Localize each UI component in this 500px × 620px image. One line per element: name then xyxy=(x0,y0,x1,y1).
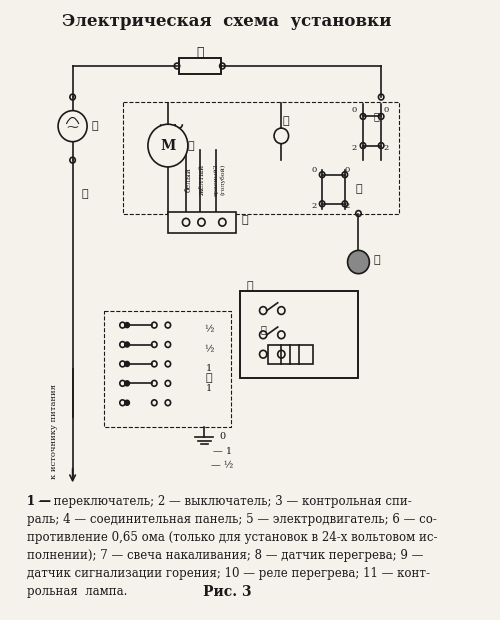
Circle shape xyxy=(125,322,130,327)
Text: ③: ③ xyxy=(92,121,98,131)
Text: белый: белый xyxy=(185,167,193,192)
Circle shape xyxy=(125,401,130,405)
Text: ⑪: ⑪ xyxy=(374,255,380,265)
Circle shape xyxy=(125,342,130,347)
Text: ⑦: ⑦ xyxy=(282,117,289,126)
Text: ½: ½ xyxy=(204,345,214,354)
Text: 0: 0 xyxy=(383,105,388,113)
Text: ①: ① xyxy=(206,373,212,384)
Text: 0: 0 xyxy=(312,166,316,174)
Bar xyxy=(179,58,220,74)
Text: ④: ④ xyxy=(242,215,248,225)
Text: красный2
(голубой): красный2 (голубой) xyxy=(214,163,226,196)
Text: 1: 1 xyxy=(206,365,212,373)
Text: Электрическая  схема  установки: Электрическая схема установки xyxy=(62,13,392,30)
Circle shape xyxy=(348,250,370,273)
Text: Рис. 3: Рис. 3 xyxy=(202,585,251,599)
Text: 2: 2 xyxy=(312,202,316,210)
Text: ⑥: ⑥ xyxy=(196,46,203,59)
Text: 1 —: 1 — xyxy=(27,495,56,508)
Text: ½: ½ xyxy=(204,326,214,334)
Bar xyxy=(179,58,220,74)
Bar xyxy=(268,345,313,364)
Text: ②: ② xyxy=(81,189,87,199)
Text: 2: 2 xyxy=(352,143,356,151)
Bar xyxy=(122,102,400,213)
Text: 0: 0 xyxy=(220,432,226,441)
Text: M: M xyxy=(160,139,176,153)
Text: — 1: — 1 xyxy=(213,447,232,456)
Text: 1: 1 xyxy=(206,384,212,392)
Text: — ½: — ½ xyxy=(211,461,234,471)
Text: ⑤: ⑤ xyxy=(188,141,194,151)
Text: ⑨: ⑨ xyxy=(355,184,362,194)
Bar xyxy=(168,211,236,233)
Bar xyxy=(240,291,358,378)
Circle shape xyxy=(274,128,288,144)
Text: 0: 0 xyxy=(352,105,356,113)
Circle shape xyxy=(148,124,188,167)
Text: 2: 2 xyxy=(383,143,388,151)
Text: ⑧: ⑧ xyxy=(374,112,380,121)
Text: ~: ~ xyxy=(66,118,80,135)
Circle shape xyxy=(58,110,87,142)
Text: к источнику питания: к источнику питания xyxy=(50,384,58,479)
Circle shape xyxy=(125,381,130,386)
Text: 0: 0 xyxy=(345,166,350,174)
Bar xyxy=(240,291,358,378)
Circle shape xyxy=(125,361,130,366)
Bar xyxy=(104,311,232,427)
Text: ⑩: ⑩ xyxy=(246,281,253,291)
Text: 2: 2 xyxy=(345,202,350,210)
Text: 1 — переключатель; 2 — выключатель; 3 — контрольная спи-
раль; 4 — соединительна: 1 — переключатель; 2 — выключатель; 3 — … xyxy=(27,495,438,598)
Text: жёлтый: жёлтый xyxy=(198,164,205,195)
Text: ⑩: ⑩ xyxy=(260,326,266,334)
